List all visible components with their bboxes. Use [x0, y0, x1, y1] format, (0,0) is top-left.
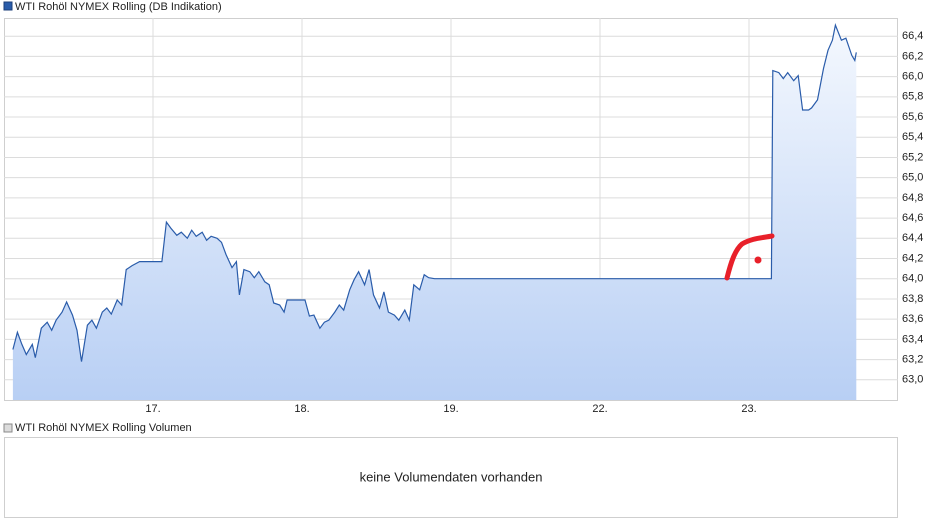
y-tick-label: 64,4 — [902, 232, 923, 244]
marks — [12, 22, 857, 400]
volume-frame — [4, 437, 898, 518]
y-tick-label: 63,0 — [902, 374, 923, 386]
y-tick-label: 64,0 — [902, 273, 923, 285]
y-tick-label: 63,2 — [902, 353, 923, 365]
y-tick-label: 64,2 — [902, 252, 923, 264]
y-tick-label: 65,2 — [902, 151, 923, 163]
x-tick-label: 17. — [145, 403, 160, 415]
legend-label: WTI Rohöl NYMEX Rolling (DB Indikation) — [15, 1, 222, 13]
volume-message: keine Volumendaten vorhanden — [360, 469, 543, 484]
y-tick-label: 66,0 — [902, 71, 923, 83]
y-tick-label: 63,6 — [902, 313, 923, 325]
y-tick-label: 63,4 — [902, 333, 923, 345]
y-tick-label: 64,8 — [902, 192, 923, 204]
area-fill — [12, 25, 857, 400]
x-tick-label: 18. — [294, 403, 309, 415]
labels: 63,0 63,2 63,4 63,6 63,8 64,0 64,2 64,4 64,6 64,8… — [145, 30, 923, 415]
y-tick-label: 65,4 — [902, 131, 923, 143]
y-tick-label: 63,8 — [902, 293, 923, 305]
price-line — [12, 22, 857, 362]
y-tick-label: 65,6 — [902, 111, 923, 123]
y-tick-label: 65,8 — [902, 91, 923, 103]
y-tick-label: 64,6 — [902, 212, 923, 224]
y-tick-label: 66,2 — [902, 50, 923, 62]
volume-legend: WTI Rohöl NYMEX Rolling Volumen — [15, 422, 192, 434]
x-tick-label: 22. — [592, 403, 607, 415]
legend-swatch — [3, 1, 13, 11]
x-tick-label: 23. — [741, 403, 756, 415]
annotation-stroke — [724, 233, 775, 281]
annotation-dot — [754, 256, 762, 264]
y-tick-label: 65,0 — [902, 172, 923, 184]
x-tick-label: 19. — [443, 403, 458, 415]
legend-swatch — [3, 423, 13, 433]
y-tick-label: 66,4 — [902, 30, 923, 42]
